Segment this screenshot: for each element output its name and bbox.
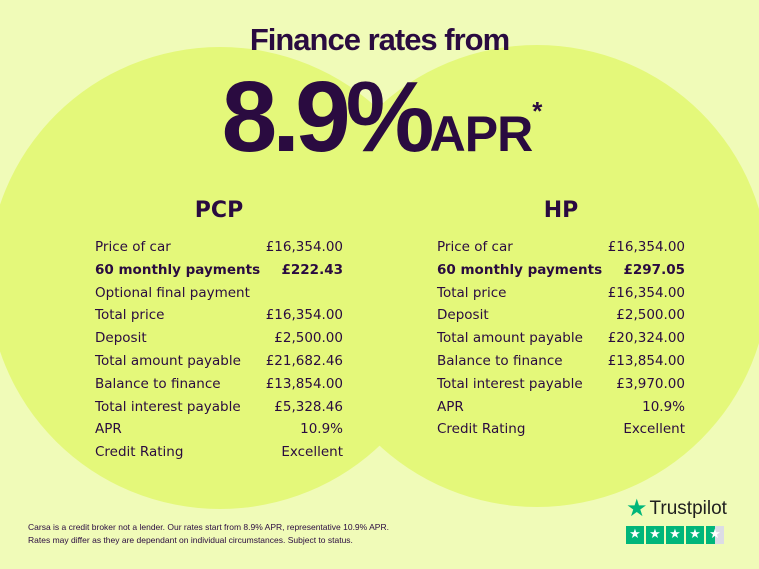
table-row: 60 monthly payments £222.43 bbox=[95, 259, 343, 282]
row-value: Excellent bbox=[281, 444, 343, 461]
disclaimer-line: Rates may differ as they are dependant o… bbox=[28, 534, 353, 545]
row-value: Excellent bbox=[623, 421, 685, 438]
table-row: APR 10.9% bbox=[437, 396, 685, 419]
table-row: Total amount payable £21,682.46 bbox=[95, 350, 343, 373]
apr-label: APR bbox=[429, 106, 534, 162]
row-value: £2,500.00 bbox=[616, 307, 685, 324]
star-icon: ★ bbox=[626, 495, 648, 522]
row-label: APR bbox=[437, 398, 464, 415]
row-value: £13,854.00 bbox=[607, 352, 685, 369]
row-value: £222.43 bbox=[281, 261, 344, 278]
rating-star-icon: ★ bbox=[666, 526, 684, 544]
table-row: Total interest payable £3,970.00 bbox=[437, 373, 685, 396]
row-label: Total amount payable bbox=[437, 330, 583, 347]
row-value: £3,970.00 bbox=[616, 375, 685, 392]
row-label: Total interest payable bbox=[95, 398, 241, 415]
table-row: Price of car £16,354.00 bbox=[95, 236, 343, 259]
table-row: Total price £16,354.00 bbox=[95, 304, 343, 327]
row-value: £5,328.46 bbox=[274, 398, 343, 415]
pcp-table: PCP Price of car £16,354.00 60 monthly pay… bbox=[95, 198, 343, 464]
table-row: Optional final payment bbox=[95, 282, 343, 305]
table-row: Price of car £16,354.00 bbox=[437, 236, 685, 259]
disclaimer: Carsa is a credit broker not a lender. O… bbox=[28, 521, 389, 546]
row-label: Total price bbox=[437, 284, 507, 301]
row-label: 60 monthly payments bbox=[95, 261, 261, 278]
trustpilot-logo: ★ Trustpilot bbox=[626, 494, 727, 523]
row-value: £13,854.00 bbox=[265, 375, 343, 392]
row-label: Total price bbox=[95, 307, 165, 324]
rating-star-icon: ★ bbox=[626, 526, 644, 544]
table-row: Credit Rating Excellent bbox=[437, 418, 685, 441]
hp-table: HP Price of car £16,354.00 60 monthly paym… bbox=[437, 198, 685, 441]
row-label: Deposit bbox=[95, 330, 147, 347]
trustpilot-badge[interactable]: ★ Trustpilot ★ ★ ★ ★ ★ bbox=[626, 494, 727, 544]
table-row: Total price £16,354.00 bbox=[437, 282, 685, 305]
disclaimer-line: Carsa is a credit broker not a lender. O… bbox=[28, 522, 389, 532]
row-label: Balance to finance bbox=[437, 352, 563, 369]
row-value: £16,354.00 bbox=[607, 284, 685, 301]
headline-subtitle: Finance rates from bbox=[249, 22, 510, 57]
rate-value: 8.9% bbox=[221, 61, 435, 173]
rating-star-icon: ★ bbox=[706, 526, 724, 544]
table-row: Balance to finance £13,854.00 bbox=[437, 350, 685, 373]
row-value: £16,354.00 bbox=[607, 239, 685, 255]
trustpilot-name: Trustpilot bbox=[649, 497, 727, 519]
hp-title: HP bbox=[543, 198, 579, 223]
table-row: 60 monthly payments £297.05 bbox=[437, 259, 685, 282]
rating-star-icon: ★ bbox=[686, 526, 704, 544]
row-label: 60 monthly payments bbox=[437, 261, 603, 278]
row-value: £2,500.00 bbox=[274, 330, 343, 347]
rating-star-icon: ★ bbox=[646, 526, 664, 544]
table-row: Credit Rating Excellent bbox=[95, 441, 343, 464]
row-label: Credit Rating bbox=[437, 421, 526, 438]
row-label: Credit Rating bbox=[95, 444, 184, 461]
row-label: Price of car bbox=[95, 239, 171, 255]
row-label: Deposit bbox=[437, 307, 489, 324]
row-label: Optional final payment bbox=[95, 284, 250, 301]
headline-rate: 8.9%APR* bbox=[0, 62, 759, 189]
table-row: Balance to finance £13,854.00 bbox=[95, 373, 343, 396]
row-value: 10.9% bbox=[642, 398, 685, 415]
row-label: Balance to finance bbox=[95, 375, 221, 392]
hp-rows: Price of car £16,354.00 60 monthly payment… bbox=[437, 236, 685, 441]
row-label: APR bbox=[95, 421, 122, 438]
table-row: APR 10.9% bbox=[95, 418, 343, 441]
row-value: £16,354.00 bbox=[265, 239, 343, 255]
table-row: Deposit £2,500.00 bbox=[437, 304, 685, 327]
row-value: £21,682.46 bbox=[265, 352, 343, 369]
pcp-title: PCP bbox=[194, 198, 244, 223]
table-row: Deposit £2,500.00 bbox=[95, 327, 343, 350]
row-label: Total interest payable bbox=[437, 375, 583, 392]
row-value: £20,324.00 bbox=[607, 330, 685, 347]
row-label: Total amount payable bbox=[95, 352, 241, 369]
pcp-rows: Price of car £16,354.00 60 monthly payment… bbox=[95, 236, 343, 464]
trustpilot-rating: ★ ★ ★ ★ ★ bbox=[626, 526, 727, 544]
table-row: Total interest payable £5,328.46 bbox=[95, 396, 343, 419]
row-value: 10.9% bbox=[300, 421, 343, 438]
asterisk: * bbox=[532, 96, 542, 126]
row-label: Price of car bbox=[437, 239, 513, 255]
background-circle-right bbox=[305, 45, 759, 507]
row-value: £16,354.00 bbox=[265, 307, 343, 324]
table-row: Total amount payable £20,324.00 bbox=[437, 327, 685, 350]
row-value: £297.05 bbox=[623, 261, 686, 278]
